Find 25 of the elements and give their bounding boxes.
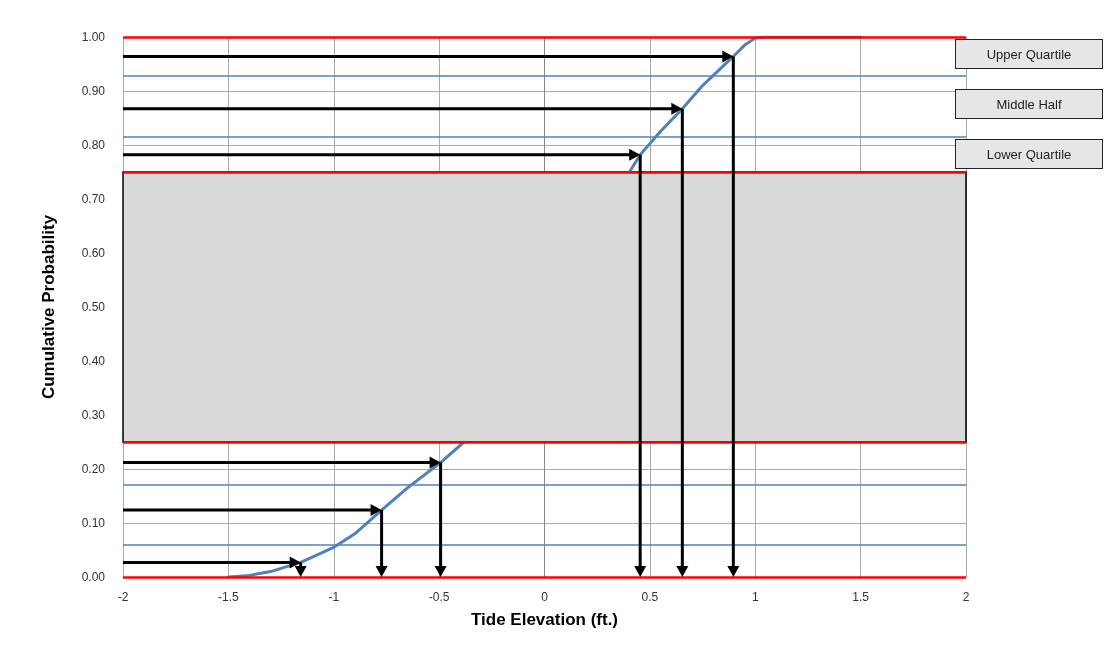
x-tick-label: 1 <box>751 590 759 604</box>
x-tick-label: -2 <box>117 590 129 604</box>
y-tick-label: 0.10 <box>81 516 106 530</box>
y-tick-label: 0.40 <box>81 354 106 368</box>
x-tick-label: -0.5 <box>428 590 450 604</box>
y-tick-label: 0.30 <box>81 408 106 422</box>
label-box: Upper Quartile <box>955 39 1103 69</box>
y-axis-title: Cumulative Probability <box>39 214 58 400</box>
x-tick-label: 1.5 <box>852 590 870 604</box>
label-box: Lower Quartile <box>955 139 1103 169</box>
x-tick-label: 0.5 <box>641 590 659 604</box>
y-tick-label: 0.70 <box>81 192 106 206</box>
x-axis-title: Tide Elevation (ft.) <box>470 610 619 629</box>
y-tick-label: 0.90 <box>81 84 106 98</box>
y-tick-label: 0.20 <box>81 462 106 476</box>
x-tick-label: -1 <box>328 590 340 604</box>
x-tick-label: 2 <box>962 590 970 604</box>
y-tick-label: 0.00 <box>81 570 106 584</box>
label-box: Middle Half <box>955 89 1103 119</box>
y-tick-label: 0.50 <box>81 300 106 314</box>
x-tick-label: -1.5 <box>218 590 240 604</box>
x-tick-label: 0 <box>541 590 549 604</box>
y-tick-label: 0.60 <box>81 246 106 260</box>
y-tick-label: 1.00 <box>81 30 106 44</box>
y-tick-label: 0.80 <box>81 138 106 152</box>
